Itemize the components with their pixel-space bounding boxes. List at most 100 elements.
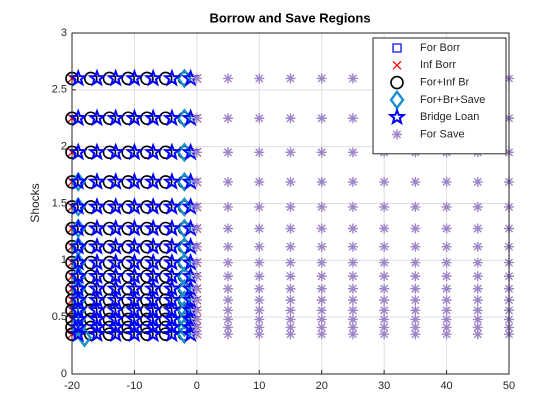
marker-circle <box>102 175 117 189</box>
y-tick-label: 2 <box>61 141 67 153</box>
marker-asterisk <box>441 322 452 333</box>
marker-star <box>87 252 107 271</box>
marker-asterisk <box>441 201 452 212</box>
marker-circle <box>121 111 135 126</box>
marker-star <box>125 68 144 87</box>
marker-star <box>181 142 200 161</box>
marker-asterisk <box>254 271 265 282</box>
marker-asterisk <box>191 223 202 234</box>
marker-circle <box>121 175 135 189</box>
x-tick-label: 50 <box>503 380 515 392</box>
marker-asterisk <box>316 113 327 124</box>
x-tick-label: 20 <box>316 380 328 392</box>
marker-circle <box>158 221 173 236</box>
marker-asterisk <box>410 201 421 212</box>
marker-asterisk <box>254 257 265 268</box>
marker-asterisk <box>441 241 452 252</box>
marker-asterisk <box>410 329 421 340</box>
marker-asterisk <box>316 305 327 316</box>
marker-asterisk <box>379 241 390 252</box>
marker-asterisk <box>441 223 452 234</box>
marker-star <box>68 236 88 255</box>
marker-star <box>143 317 163 336</box>
marker-asterisk <box>379 314 390 325</box>
marker-star <box>162 236 182 255</box>
marker-asterisk <box>191 322 202 333</box>
marker-asterisk <box>191 257 202 268</box>
marker-asterisk <box>410 223 421 234</box>
marker-star <box>162 108 182 127</box>
marker-circle <box>121 255 135 270</box>
y-tick-label: 0 <box>61 368 67 380</box>
marker-asterisk <box>472 322 483 333</box>
x-tick-label: 0 <box>194 380 200 392</box>
marker-asterisk <box>285 176 296 187</box>
marker-star <box>162 172 182 190</box>
marker-asterisk <box>254 147 265 158</box>
marker-asterisk <box>410 257 421 268</box>
marker-asterisk <box>223 113 234 124</box>
marker-asterisk <box>285 314 296 325</box>
marker-asterisk <box>379 176 390 187</box>
marker-circle <box>102 327 117 342</box>
marker-circle <box>83 327 98 342</box>
marker-asterisk <box>347 305 358 316</box>
marker-star <box>106 236 126 255</box>
marker-star <box>125 142 144 161</box>
marker-star <box>87 172 107 190</box>
marker-circle <box>83 71 98 86</box>
marker-asterisk <box>472 201 483 212</box>
marker-star <box>162 317 182 336</box>
x-tick-label: 10 <box>253 380 265 392</box>
marker-circle <box>102 239 117 254</box>
marker-star <box>106 108 126 127</box>
legend-item: Inf Borr <box>392 59 456 71</box>
marker-asterisk <box>379 322 390 333</box>
marker-asterisk <box>316 257 327 268</box>
marker-star <box>181 172 200 190</box>
axes-box <box>71 32 510 375</box>
marker-asterisk <box>316 241 327 252</box>
marker-circle <box>121 145 135 160</box>
marker-circle <box>158 200 173 214</box>
marker-asterisk <box>347 322 358 333</box>
marker-star <box>87 142 107 161</box>
marker-star <box>106 197 126 215</box>
marker-star <box>143 324 163 343</box>
marker-circle <box>102 200 117 214</box>
marker-star <box>68 68 88 87</box>
marker-circle <box>390 75 404 90</box>
axes: -20 -10 0 10 20 30 40 50 0 0.5 1 1.5 2 2.5 3 <box>52 27 515 392</box>
marker-asterisk <box>316 147 327 158</box>
marker-asterisk <box>223 201 234 212</box>
marker-circle <box>158 293 173 307</box>
marker-star <box>162 197 182 215</box>
marker-asterisk <box>410 176 421 187</box>
marker-asterisk <box>254 314 265 325</box>
y-tick-label: 3 <box>61 27 67 39</box>
marker-asterisk <box>316 223 327 234</box>
marker-star <box>181 324 200 343</box>
series <box>68 68 200 343</box>
legend-label: Inf Borr <box>420 59 456 71</box>
marker-circle <box>158 145 173 160</box>
marker-asterisk <box>285 329 296 340</box>
marker-star <box>125 324 144 343</box>
marker-asterisk <box>285 73 296 84</box>
marker-asterisk <box>472 271 483 282</box>
marker-asterisk <box>410 322 421 333</box>
marker-asterisk <box>441 314 452 325</box>
x-tick-label: 40 <box>440 380 452 392</box>
marker-asterisk <box>410 271 421 282</box>
marker-circle <box>140 175 154 189</box>
marker-asterisk <box>285 201 296 212</box>
marker-asterisk <box>285 271 296 282</box>
marker-circle <box>121 71 135 86</box>
marker-asterisk <box>472 223 483 234</box>
marker-star <box>143 236 163 255</box>
marker-star <box>162 68 182 87</box>
marker-asterisk <box>316 271 327 282</box>
marker-circle <box>121 221 135 236</box>
marker-asterisk <box>379 305 390 316</box>
